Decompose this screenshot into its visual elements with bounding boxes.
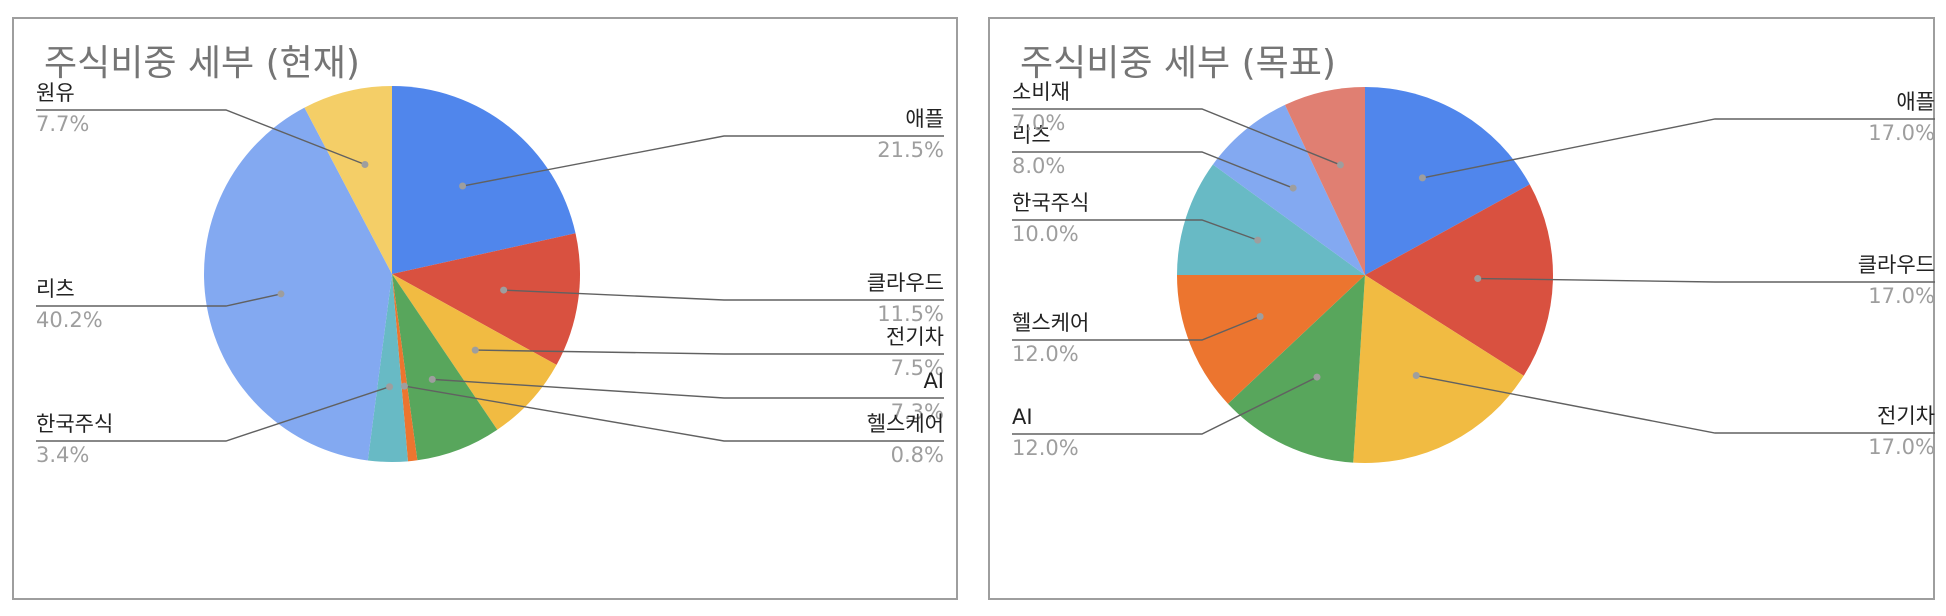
pie-slice-7 bbox=[203, 107, 392, 461]
pie-slice-2 bbox=[1365, 184, 1553, 376]
slice-value-label: 17.0% bbox=[1868, 284, 1935, 308]
slice-value-label: 12.0% bbox=[1012, 436, 1079, 460]
leader-dot bbox=[1336, 161, 1344, 169]
pie-slice-5 bbox=[1177, 275, 1365, 404]
leader-dot bbox=[400, 382, 408, 390]
leader-dot bbox=[1313, 373, 1321, 381]
slice-label: 애플 bbox=[905, 107, 944, 131]
leader-line bbox=[404, 385, 944, 442]
leader-dot bbox=[459, 182, 467, 190]
slice-value-label: 7.5% bbox=[891, 356, 944, 380]
pie-slice-8 bbox=[1284, 87, 1365, 275]
pie-chart-current: 주식비중 세부 (현재) 애플 21.5% 클라우드 11.5%전기차 7.5%AI 7.… bbox=[36, 43, 944, 467]
slice-value-label: 7.0% bbox=[1012, 111, 1065, 135]
pie-slice-1 bbox=[392, 86, 576, 274]
leader-dot bbox=[1474, 275, 1482, 283]
leader-dot bbox=[1412, 372, 1420, 380]
slice-value-label: 21.5% bbox=[877, 138, 944, 162]
slice-label: 헬스케어 bbox=[1012, 311, 1089, 335]
leader-dot bbox=[471, 346, 479, 354]
leader-line bbox=[36, 293, 282, 307]
leader-dot bbox=[1289, 184, 1297, 192]
leader-line bbox=[475, 349, 944, 355]
leader-line bbox=[1012, 219, 1258, 241]
slice-value-label: 3.4% bbox=[36, 443, 89, 467]
leader-line bbox=[1012, 151, 1294, 189]
leader-line bbox=[36, 386, 390, 442]
leader-line bbox=[36, 109, 366, 166]
slice-value-label: 12.0% bbox=[1012, 342, 1079, 366]
slice-label: 리츠 bbox=[36, 277, 75, 301]
pie-slice-8 bbox=[304, 86, 392, 274]
pie-slice-2 bbox=[392, 233, 580, 365]
slice-value-label: 7.7% bbox=[36, 112, 89, 136]
slice-label: AI bbox=[1012, 405, 1033, 429]
slice-value-label: 0.8% bbox=[891, 443, 944, 467]
leader-line bbox=[432, 378, 944, 399]
pie-slice-4 bbox=[1227, 275, 1365, 463]
pie-chart-target: 주식비중 세부 (목표) 애플 17.0% 클라우드 17.0% 전기차 17.0% AI 1… bbox=[1012, 43, 1935, 464]
leader-line bbox=[1012, 108, 1341, 166]
slice-value-label: 7.3% bbox=[891, 400, 944, 424]
leader-line bbox=[1416, 374, 1935, 434]
pie-chart-target-panel: 주식비중 세부 (목표) 애플 17.0% 클라우드 17.0% 전기차 17.0% AI 1… bbox=[988, 17, 1935, 600]
slice-label: 클라우드 bbox=[1858, 253, 1935, 277]
slice-label: 헬스케어 bbox=[867, 412, 944, 436]
slice-value-label: 8.0% bbox=[1012, 154, 1065, 178]
pie-slice-6 bbox=[367, 274, 408, 462]
slice-label: 소비재 bbox=[1012, 80, 1070, 104]
leader-dot bbox=[428, 375, 436, 383]
slice-label: 한국주식 bbox=[1012, 191, 1089, 215]
pie-slice-3 bbox=[1353, 275, 1524, 464]
leader-line bbox=[1422, 118, 1935, 179]
slice-value-label: 17.0% bbox=[1868, 121, 1935, 145]
leader-dot bbox=[1254, 236, 1262, 244]
leader-dot bbox=[361, 160, 369, 168]
slice-value-label: 40.2% bbox=[36, 308, 103, 332]
leader-line bbox=[1477, 277, 1935, 283]
slice-label: AI bbox=[923, 369, 944, 393]
pie-chart-current-panel: 주식비중 세부 (현재) 애플 21.5% 클라우드 11.5% 전기차 7.5% AI 7.… bbox=[12, 17, 958, 600]
pie-slice-7 bbox=[1212, 104, 1365, 275]
leader-dot bbox=[1418, 174, 1426, 182]
pie-slice-4 bbox=[392, 274, 498, 461]
pie-slice-5 bbox=[392, 274, 418, 462]
leader-line bbox=[462, 135, 944, 187]
slice-value-label: 17.0% bbox=[1868, 435, 1935, 459]
leader-dot bbox=[277, 290, 285, 298]
leader-line bbox=[503, 289, 944, 301]
slice-label: 전기차 bbox=[886, 325, 944, 349]
leader-line bbox=[1012, 376, 1318, 435]
leader-dot bbox=[386, 383, 394, 391]
leader-line bbox=[1012, 315, 1261, 341]
slice-label: 리츠 bbox=[1012, 123, 1051, 147]
slice-label: 클라우드 bbox=[867, 271, 944, 295]
chart-title: 주식비중 세부 (목표) bbox=[1020, 43, 1336, 84]
pie-slice-1 bbox=[1365, 87, 1530, 275]
slice-label: 전기차 bbox=[1877, 404, 1935, 428]
slice-label: 한국주식 bbox=[36, 412, 113, 436]
leader-dot bbox=[1256, 313, 1264, 321]
slice-label: 원유 bbox=[36, 81, 75, 105]
chart-title: 주식비중 세부 (현재) bbox=[44, 43, 360, 84]
leader-dot bbox=[500, 286, 508, 294]
pie-slice-6 bbox=[1177, 164, 1365, 275]
slice-label: 애플 bbox=[1896, 90, 1935, 114]
slice-value-label: 10.0% bbox=[1012, 222, 1079, 246]
slice-value-label: 11.5% bbox=[877, 302, 944, 326]
